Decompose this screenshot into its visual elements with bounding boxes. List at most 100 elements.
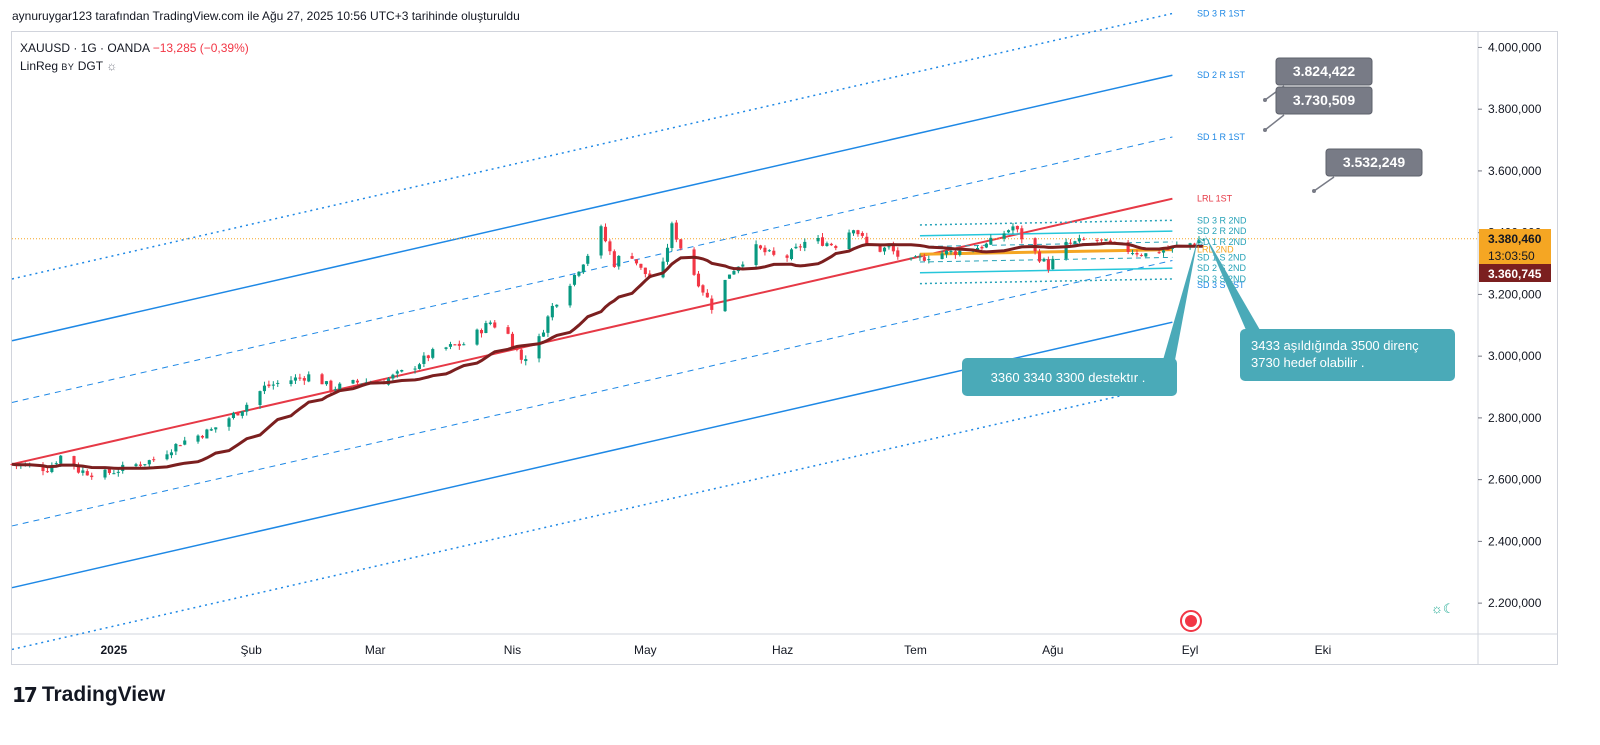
candle-body — [816, 238, 820, 242]
chart-caption: aynuruygar123 tarafından TradingView.com… — [12, 9, 520, 23]
candle-body — [245, 404, 249, 412]
candle-body — [338, 383, 342, 391]
support-callout-text: 3360 3340 3300 destektır . — [991, 370, 1146, 385]
channel-1st-sd1-upper-line — [11, 136, 1173, 403]
candle-body — [1015, 225, 1019, 230]
candle-body — [267, 384, 271, 387]
candle-body — [798, 246, 802, 248]
candle-body — [705, 292, 709, 298]
channel-1st-sd2-upper-line — [11, 74, 1173, 342]
candle-body — [484, 323, 488, 333]
candle-body — [1011, 226, 1015, 231]
channel-2nd-label: LRL 2ND — [1197, 245, 1234, 255]
candle-body — [670, 223, 674, 248]
candle-body — [72, 456, 76, 466]
price-tag-anchor — [1312, 189, 1316, 193]
candle-body — [980, 246, 984, 249]
channel-2nd-sd1-lower-line — [919, 256, 1173, 263]
candle-body — [1099, 239, 1104, 241]
candle-body — [550, 305, 554, 318]
logo-brand: TradingView — [41, 683, 166, 706]
channel-2nd-sd2-upper-line — [919, 230, 1173, 237]
channel-1st-label: SD 3 S 1ST — [1197, 280, 1245, 290]
candle-body — [599, 226, 603, 256]
candle-body — [541, 332, 546, 337]
symbol-info[interactable]: XAUUSD · 1G · OANDA — [20, 41, 150, 55]
candle-body — [887, 246, 891, 248]
candle-body — [112, 473, 116, 475]
candle-body — [1201, 239, 1205, 241]
x-tick-label: Şub — [240, 643, 262, 657]
candle-body — [1188, 243, 1192, 247]
candle-body — [555, 304, 559, 307]
candle-body — [820, 237, 825, 246]
candle-body — [293, 377, 298, 381]
candle-body — [45, 471, 49, 473]
price-tag-label: 3.532,249 — [1343, 154, 1405, 170]
candle-body — [1064, 241, 1068, 259]
candle-body — [329, 380, 333, 392]
current-price-badge — [1479, 229, 1551, 247]
x-tick-label: Ağu — [1042, 643, 1063, 657]
candle-body — [422, 355, 426, 364]
candle-body — [41, 466, 45, 472]
candle-body — [882, 247, 887, 252]
candle-body — [617, 255, 621, 267]
candle-body — [298, 377, 302, 379]
price-tag-box — [1275, 57, 1373, 86]
candle-body — [679, 239, 683, 249]
channel-1st-label: SD 3 R 1ST — [1197, 8, 1246, 18]
countdown-label: 13:03:50 — [1488, 249, 1535, 263]
candle-body — [276, 382, 280, 384]
candle-body — [307, 374, 311, 382]
candle-body — [351, 380, 355, 384]
candle-body — [1192, 243, 1197, 245]
candle-body — [209, 429, 213, 431]
candle-body — [1037, 251, 1042, 262]
y-tick-label: 3.000,000 — [1488, 349, 1542, 363]
prev-price-badge — [1479, 264, 1551, 282]
candle-body — [865, 236, 869, 244]
price-tag-pointer — [1264, 114, 1285, 131]
candle-body — [426, 355, 430, 359]
candle-body — [183, 440, 187, 445]
candle-body — [568, 285, 572, 306]
candle-body — [50, 465, 54, 472]
candle-body — [603, 226, 608, 242]
candle-body — [214, 427, 218, 430]
channel-1st-sd3-lower-line — [11, 383, 1173, 651]
candle-body — [479, 330, 484, 334]
resistance-callout-text-2: 3730 hedef olabilir . — [1251, 355, 1364, 370]
support-callout-pointer — [1163, 238, 1198, 360]
x-tick-label: Nis — [504, 643, 521, 657]
candle-body — [417, 364, 422, 369]
candle-body — [391, 374, 395, 379]
channel-2nd-label: SD 2 R 2ND — [1197, 226, 1247, 236]
candle-body — [90, 475, 94, 478]
candle-body — [1051, 258, 1055, 270]
candle-body — [1095, 240, 1099, 242]
candle-body — [546, 316, 550, 333]
candle-body — [909, 257, 913, 259]
candle-body — [1020, 228, 1024, 240]
candle-body — [727, 274, 732, 279]
candle-body — [324, 381, 329, 385]
indicator-name[interactable]: LinReg — [20, 59, 59, 73]
candle-body — [674, 222, 678, 240]
candle-body — [825, 243, 829, 247]
y-tick-label: 3.200,000 — [1488, 287, 1542, 301]
y-tick-label: 2.600,000 — [1488, 473, 1542, 487]
candle-body — [448, 344, 453, 347]
theme-icon[interactable]: ☼☾ — [1431, 601, 1455, 616]
candle-body — [81, 470, 85, 473]
candle-body — [147, 460, 151, 465]
candle-body — [989, 237, 993, 245]
candle-body — [665, 247, 670, 262]
candle-body — [572, 274, 577, 285]
candle-body — [975, 247, 980, 251]
moving-average-line — [11, 241, 1204, 470]
candle-body — [940, 253, 944, 260]
candle-body — [519, 349, 523, 360]
candle-body — [444, 347, 448, 349]
